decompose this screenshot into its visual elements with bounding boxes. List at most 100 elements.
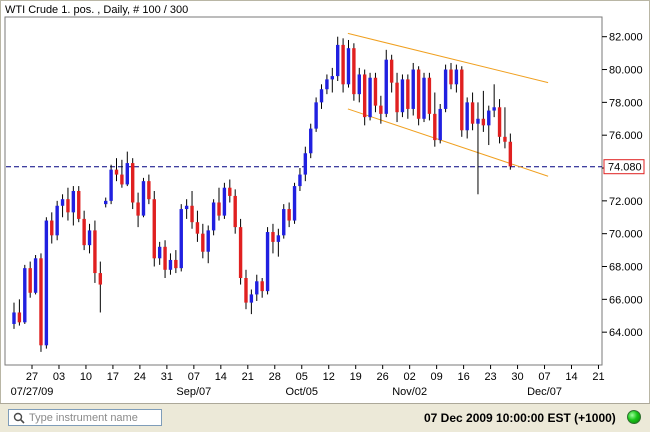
chart-plot[interactable]: 82.00080.00078.00076.00074.00072.00070.0… xyxy=(1,1,649,403)
candle-body xyxy=(422,77,426,119)
candle-body xyxy=(60,199,65,206)
candle-body xyxy=(206,230,210,252)
status-timezone: EST (+1000) xyxy=(547,411,616,425)
candle-body xyxy=(136,202,140,216)
x-axis-ticks: 27 03 10 17 24 31 07 14 21 28 05 12 19 26 02 09 16 23 30 07… xyxy=(11,365,605,398)
candle-body xyxy=(71,191,76,213)
x-tick-label: 30 xyxy=(511,371,523,383)
y-tick-label: 80.000 xyxy=(609,65,643,77)
candle-body xyxy=(39,258,43,346)
y-tick-label: 66.000 xyxy=(609,294,643,306)
candle-body xyxy=(346,48,351,85)
status-date: 07 Dec 2009 10:00:00 xyxy=(424,411,545,425)
candle-body xyxy=(427,77,432,114)
candle-body xyxy=(147,181,151,200)
x-period-label: Dec/07 xyxy=(527,386,562,398)
candle-body xyxy=(195,222,200,234)
x-tick-label: 23 xyxy=(484,371,496,383)
candle-body xyxy=(23,268,27,323)
x-tick-label: 10 xyxy=(80,371,92,383)
search-input[interactable] xyxy=(29,410,159,425)
candle-body xyxy=(217,202,221,216)
candle-body xyxy=(449,69,453,85)
candle-body xyxy=(228,187,232,196)
x-tick-label: 02 xyxy=(404,371,416,383)
candle-body xyxy=(93,230,97,274)
candle-body xyxy=(362,74,367,118)
candle-body xyxy=(179,209,183,269)
candle-body xyxy=(389,59,394,83)
candle-body xyxy=(416,69,421,119)
x-tick-label: 03 xyxy=(53,371,65,383)
candle-body xyxy=(157,246,162,259)
candle-body xyxy=(476,118,480,124)
x-tick-label: 24 xyxy=(134,371,146,383)
candle-body xyxy=(481,118,486,126)
status-datetime: 07 Dec 2009 10:00:00 EST (+1000) xyxy=(424,410,616,426)
x-tick-label: 07 xyxy=(538,371,550,383)
candle-body xyxy=(98,273,103,285)
candle-body xyxy=(125,163,129,185)
candle-body xyxy=(104,200,108,205)
candle-body xyxy=(238,227,243,278)
candle-body xyxy=(287,209,291,221)
y-axis-ticks: 82.00080.00078.00076.00074.00072.00070.0… xyxy=(602,32,643,339)
x-tick-label: 19 xyxy=(350,371,362,383)
candle-body xyxy=(357,74,361,95)
candle-body xyxy=(352,48,356,95)
y-tick-label: 82.000 xyxy=(609,32,643,44)
x-tick-label: 21 xyxy=(242,371,254,383)
candle-body xyxy=(314,102,318,129)
status-bar: 07 Dec 2009 10:00:00 EST (+1000) xyxy=(0,403,650,432)
candle-body xyxy=(465,102,469,131)
candle-body xyxy=(211,202,216,231)
candle-body xyxy=(454,69,459,85)
candle-body xyxy=(109,169,113,201)
x-period-label: Sep/07 xyxy=(176,386,211,398)
y-tick-label: 72.000 xyxy=(609,196,643,208)
candle-body xyxy=(492,107,496,111)
candle-body xyxy=(77,191,81,219)
search-icon xyxy=(13,412,25,424)
candle-body xyxy=(336,44,340,77)
x-tick-label: 05 xyxy=(296,371,308,383)
candle-body xyxy=(373,77,378,106)
candle-body xyxy=(303,153,308,175)
candle-body xyxy=(55,205,59,236)
candle-body xyxy=(406,79,410,109)
instrument-search-box[interactable] xyxy=(8,409,162,426)
candle-body xyxy=(292,186,297,221)
candle-body xyxy=(309,128,313,154)
x-tick-label: 31 xyxy=(161,371,173,383)
candle-body xyxy=(319,89,324,103)
candle-body xyxy=(222,187,227,216)
candle-body xyxy=(325,79,329,90)
candle-body xyxy=(282,209,286,236)
candle-body xyxy=(460,69,464,131)
candle-body xyxy=(260,281,264,292)
candle-body xyxy=(265,232,270,292)
candle-body xyxy=(152,199,156,259)
current-price-text: 74.080 xyxy=(608,162,642,174)
candle-body xyxy=(503,136,507,142)
candle-body xyxy=(184,205,189,210)
x-tick-label: 12 xyxy=(323,371,335,383)
y-tick-label: 78.000 xyxy=(609,97,643,109)
x-period-label: 07/27/09 xyxy=(11,386,54,398)
candle-body xyxy=(330,76,335,80)
x-tick-label: 21 xyxy=(592,371,604,383)
candle-body xyxy=(17,312,22,323)
candle-body xyxy=(379,105,383,114)
candle-body xyxy=(395,82,399,113)
candle-body xyxy=(470,102,475,124)
candle-body xyxy=(33,258,38,293)
candle-body xyxy=(433,113,437,141)
plot-area xyxy=(4,16,603,366)
candle-body xyxy=(50,220,54,236)
x-tick-label: 16 xyxy=(457,371,469,383)
candle-body xyxy=(341,44,345,85)
x-period-label: Oct/05 xyxy=(286,386,318,398)
chart-title: WTI Crude 1. pos. , Daily, # 100 / 300 xyxy=(5,4,189,16)
x-tick-label: 14 xyxy=(565,371,577,383)
